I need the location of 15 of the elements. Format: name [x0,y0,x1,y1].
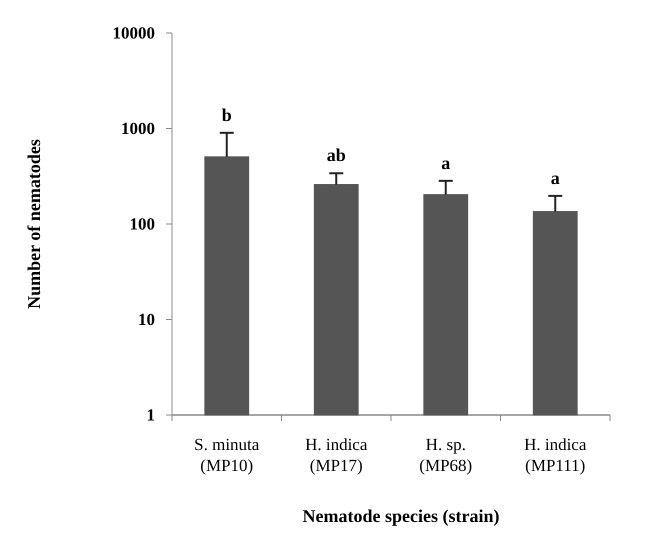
annotation: b [222,104,232,125]
y-tick-label: 1000 [121,118,155,138]
x-axis-title: Nematode species (strain) [302,506,500,526]
x-tick-label: H. sp. (MP68) [419,435,472,475]
annotation: a [550,168,560,188]
annotation: ab [326,145,346,166]
y-tick-label: 100 [130,214,155,234]
y-tick-label: 1 [146,405,155,424]
annotation: a [441,152,450,173]
x-tick-label: S. minuta (MP10) [194,435,260,475]
x-tick-label: H. indica (MP111) [524,435,587,475]
y-tick-label: 10000 [112,23,155,42]
x-tick-label: H. indica (MP17) [305,435,368,475]
y-tick-label: 10 [138,310,155,329]
y-axis-title: Number of nematodes [24,139,44,309]
